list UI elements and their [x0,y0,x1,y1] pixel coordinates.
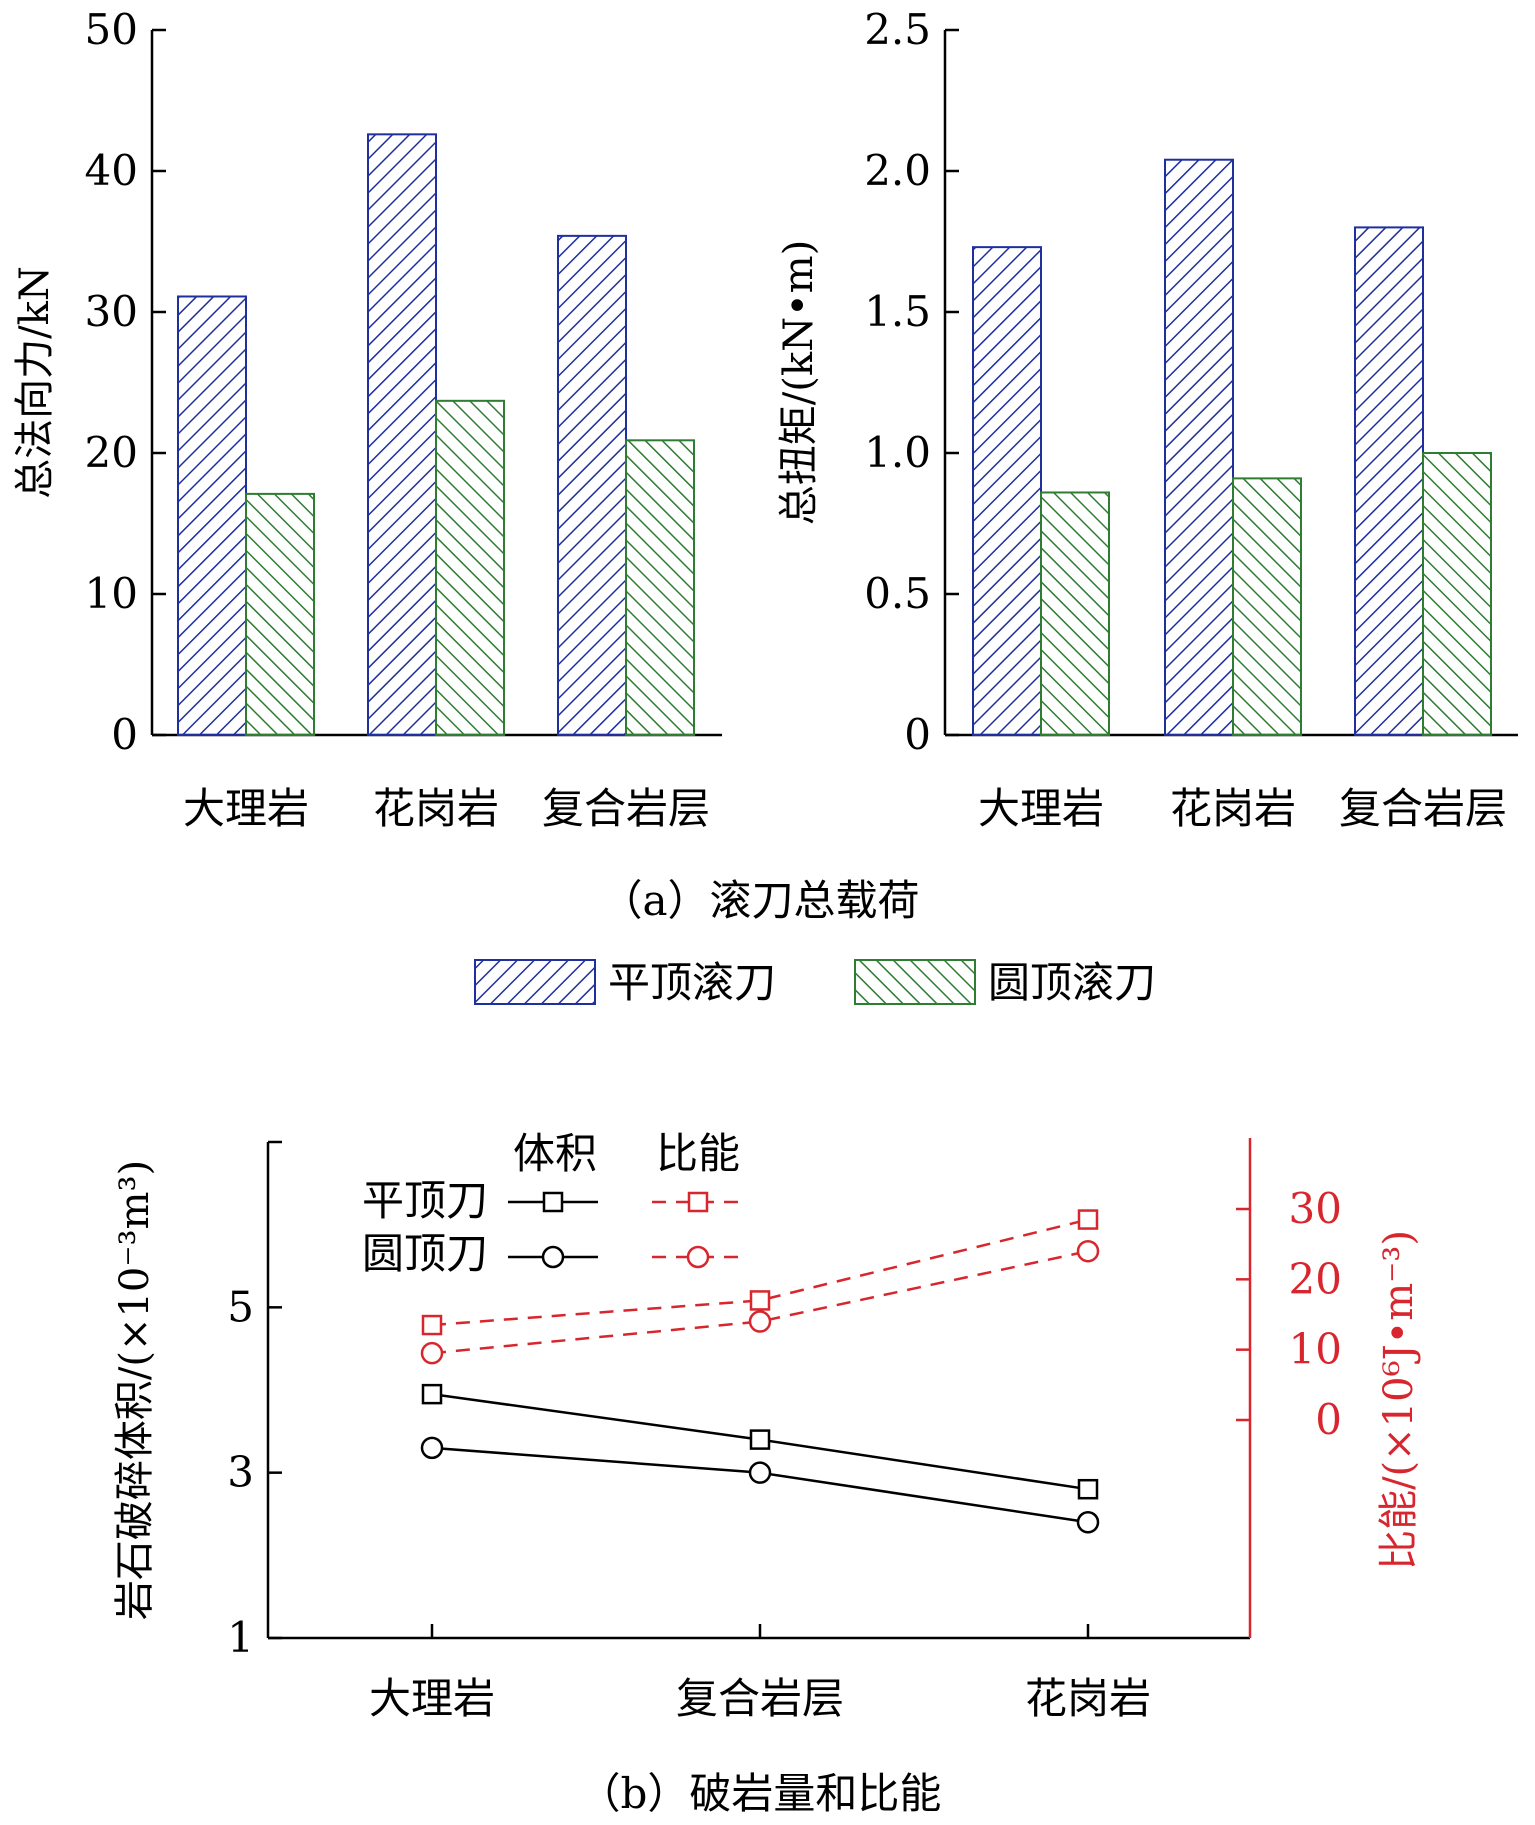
bar-flat [557,234,627,737]
bar-dome [1040,491,1110,737]
x-tick-label: 大理岩 [183,784,309,833]
y-tick-label: 2.5 [864,5,931,54]
y-tick-label: 0 [111,710,138,759]
x-tick-label: 花岗岩 [373,784,499,833]
y-tick-label: 0.5 [864,569,931,618]
y2-tick-label: 20 [1289,1254,1342,1303]
legend-b-row-dome: 圆顶刀 [362,1229,488,1278]
x-tick-label: 复合岩层 [542,784,710,833]
y-tick-label: 1.5 [864,287,931,336]
bar-dome [1422,452,1492,736]
bar-dome [625,439,695,736]
legend-b: 体积 比能 平顶刀 圆顶刀 [362,1129,742,1278]
bar-dome [435,399,505,736]
point-circle [420,1341,444,1365]
legend-b-flat-volume-sample [508,1191,598,1213]
point-circle [420,1436,444,1460]
bar-flat [1354,226,1424,736]
point-square [421,1314,443,1336]
y-axis-label: 岩石破碎体积/(×10⁻³m³) [112,1160,158,1620]
x-tick-label: 复合岩层 [676,1674,844,1723]
legend-dome-swatch [854,959,976,1005]
bar-dome [245,492,315,737]
bar-dome [1232,477,1302,736]
point-square [749,1429,771,1450]
y-tick-label: 0 [904,710,931,759]
point-square [1077,1209,1099,1230]
legend-b-header-volume: 体积 [513,1129,597,1178]
legend-flat-label: 平顶滚刀 [608,958,776,1007]
series-line [431,1446,1089,1524]
point-circle [1076,1511,1100,1534]
point-square [749,1290,771,1311]
chart-volume-energy: 1 3 5 0 10 20 30 大理岩 复合岩层 花岗岩 岩石破碎体积/(×10⁻³m³) 比能/(… [112,1138,1422,1723]
x-tick-label: 花岗岩 [1170,784,1296,833]
y-axis-label: 总扭矩/(kN•m) [776,240,822,525]
y-tick-label: 2.0 [864,146,931,195]
x-tick-label: 复合岩层 [1339,784,1507,833]
y-axis-label: 总法向力/kN [12,266,58,499]
y2-tick-label: 30 [1289,1184,1342,1233]
y-tick-label: 1.0 [864,428,931,477]
y2-tick-label: 0 [1315,1395,1342,1444]
y-tick-label: 10 [85,569,138,618]
point-square [421,1383,443,1405]
chart-force: 0 10 20 30 40 50 总法向力/kN 大理岩 花岗岩 复合岩层 [12,5,722,833]
x-tick-label: 花岗岩 [1025,1674,1151,1723]
legend-a: 平顶滚刀 圆顶滚刀 [474,958,1156,1007]
legend-b-dome-volume-sample [508,1245,598,1269]
legend-dome-label: 圆顶滚刀 [988,958,1156,1007]
bar-flat [972,246,1042,736]
y2-tick-label: 10 [1289,1325,1342,1374]
series-line [431,1249,1089,1355]
x-tick-label: 大理岩 [978,784,1104,833]
y-tick-label: 30 [85,287,138,336]
series-line [431,1218,1089,1327]
y-tick-label: 3 [227,1448,254,1497]
legend-b-row-flat: 平顶刀 [362,1176,488,1225]
point-circle [748,1310,772,1333]
y2-axis-label: 比能/(×10⁶J•m⁻³) [1376,1230,1422,1570]
x-tick-label: 大理岩 [369,1674,495,1723]
caption-a: （a）滚刀总载荷 [600,876,919,925]
chart-torque: 0 0.5 1.0 1.5 2.0 2.5 总扭矩/(kN•m) 大理岩 花岗岩 复合岩层 [776,5,1518,833]
y-tick-label: 20 [85,428,138,477]
legend-b-flat-energy-sample [652,1191,742,1213]
point-circle [748,1461,772,1484]
point-circle [1076,1239,1100,1263]
bar-flat [367,133,437,736]
bar-flat [1164,158,1234,737]
point-square [1077,1478,1099,1500]
legend-flat-swatch [474,959,596,1005]
y-tick-label: 1 [227,1613,254,1662]
y-tick-label: 40 [85,146,138,195]
legend-b-header-energy: 比能 [656,1129,740,1178]
y-tick-label: 50 [85,5,138,54]
bar-flat [177,295,247,736]
legend-b-dome-energy-sample [652,1245,742,1269]
y-tick-label: 5 [227,1282,254,1331]
caption-b: （b）破岩量和比能 [579,1769,942,1818]
